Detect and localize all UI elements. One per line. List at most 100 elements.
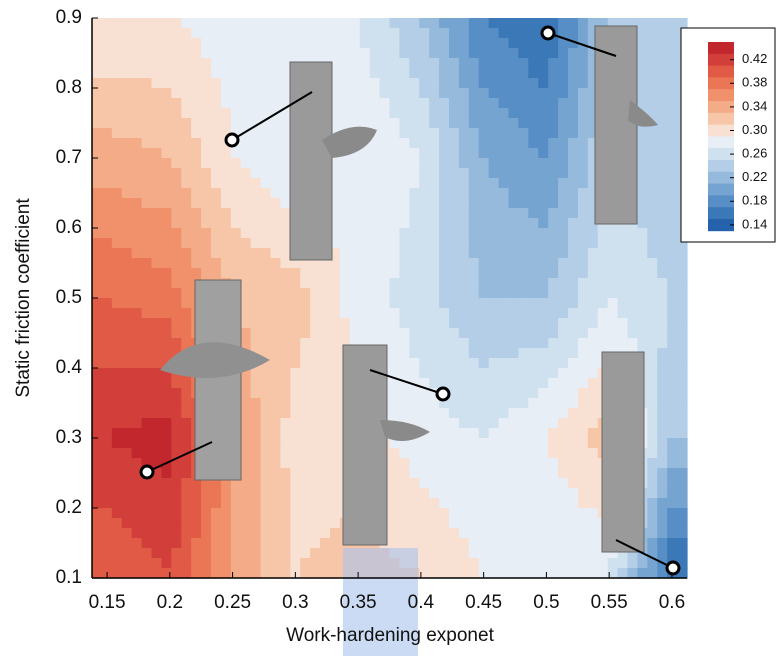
contour-cell <box>92 488 103 499</box>
contour-cell <box>171 108 182 119</box>
contour-cell <box>241 508 252 519</box>
contour-cell <box>171 228 182 239</box>
contour-cell <box>191 18 202 29</box>
contour-cell <box>142 558 153 569</box>
contour-cell <box>211 498 222 509</box>
contour-cell <box>399 138 410 149</box>
contour-cell <box>161 568 172 579</box>
contour-cell <box>677 258 688 269</box>
contour-cell <box>548 508 559 519</box>
contour-cell <box>390 228 401 239</box>
contour-cell <box>677 418 688 429</box>
contour-cell <box>360 268 371 279</box>
contour-cell <box>290 488 301 499</box>
contour-cell <box>637 208 648 219</box>
contour-cell <box>409 128 420 139</box>
contour-cell <box>171 298 182 309</box>
contour-cell <box>142 78 153 89</box>
contour-cell <box>390 458 401 469</box>
contour-cell <box>449 278 460 289</box>
contour-cell <box>459 528 470 539</box>
contour-cell <box>528 78 539 89</box>
contour-cell <box>449 198 460 209</box>
contour-cell <box>280 208 291 219</box>
contour-cell <box>271 538 282 549</box>
contour-cell <box>142 268 153 279</box>
contour-cell <box>637 258 648 269</box>
contour-cell <box>647 388 658 399</box>
contour-cell <box>518 348 529 359</box>
contour-cell <box>132 518 143 529</box>
contour-cell <box>132 538 143 549</box>
contour-cell <box>588 528 599 539</box>
contour-cell <box>122 468 133 479</box>
contour-cell <box>479 118 490 129</box>
contour-cell <box>449 188 460 199</box>
contour-cell <box>518 448 529 459</box>
contour-cell <box>667 88 678 99</box>
contour-cell <box>231 228 242 239</box>
contour-cell <box>221 58 232 69</box>
contour-cell <box>628 328 639 339</box>
contour-cell <box>122 538 133 549</box>
contour-cell <box>409 208 420 219</box>
contour-cell <box>241 498 252 509</box>
contour-cell <box>261 308 272 319</box>
contour-cell <box>320 468 331 479</box>
contour-cell <box>657 498 668 509</box>
contour-cell <box>409 218 420 229</box>
contour-cell <box>558 378 569 389</box>
contour-cell <box>419 488 430 499</box>
contour-cell <box>390 168 401 179</box>
contour-cell <box>360 158 371 169</box>
contour-cell <box>330 328 341 339</box>
contour-cell <box>241 28 252 39</box>
contour-cell <box>558 348 569 359</box>
contour-cell <box>181 128 192 139</box>
contour-cell <box>92 78 103 89</box>
contour-cell <box>667 298 678 309</box>
contour-cell <box>350 258 361 269</box>
contour-cell <box>161 88 172 99</box>
contour-cell <box>449 448 460 459</box>
contour-cell <box>261 18 272 29</box>
contour-cell <box>548 58 559 69</box>
contour-cell <box>201 28 212 39</box>
contour-cell <box>637 28 648 39</box>
contour-cell <box>479 528 490 539</box>
contour-cell <box>221 568 232 579</box>
contour-cell <box>171 398 182 409</box>
contour-cell <box>320 378 331 389</box>
contour-cell <box>201 518 212 529</box>
contour-cell <box>380 238 391 249</box>
contour-cell <box>558 68 569 79</box>
contour-cell <box>211 98 222 109</box>
x-tick-label: 0.45 <box>465 592 502 613</box>
contour-cell <box>132 38 143 49</box>
contour-cell <box>459 118 470 129</box>
contour-cell <box>499 108 510 119</box>
contour-cell <box>469 238 480 249</box>
contour-cell <box>280 468 291 479</box>
contour-cell <box>538 498 549 509</box>
contour-cell <box>142 328 153 339</box>
contour-cell <box>211 538 222 549</box>
contour-cell <box>310 558 321 569</box>
contour-cell <box>122 258 133 269</box>
contour-cell <box>667 398 678 409</box>
contour-cell <box>469 358 480 369</box>
contour-cell <box>499 88 510 99</box>
contour-cell <box>429 228 440 239</box>
contour-cell <box>459 368 470 379</box>
colorbar-label: 0.26 <box>742 146 767 161</box>
contour-cell <box>419 308 430 319</box>
contour-cell <box>161 168 172 179</box>
contour-cell <box>667 428 678 439</box>
contour-cell <box>380 308 391 319</box>
contour-cell <box>509 328 520 339</box>
contour-cell <box>509 268 520 279</box>
contour-cell <box>499 48 510 59</box>
contour-cell <box>171 148 182 159</box>
contour-cell <box>102 498 113 509</box>
contour-cell <box>181 308 192 319</box>
